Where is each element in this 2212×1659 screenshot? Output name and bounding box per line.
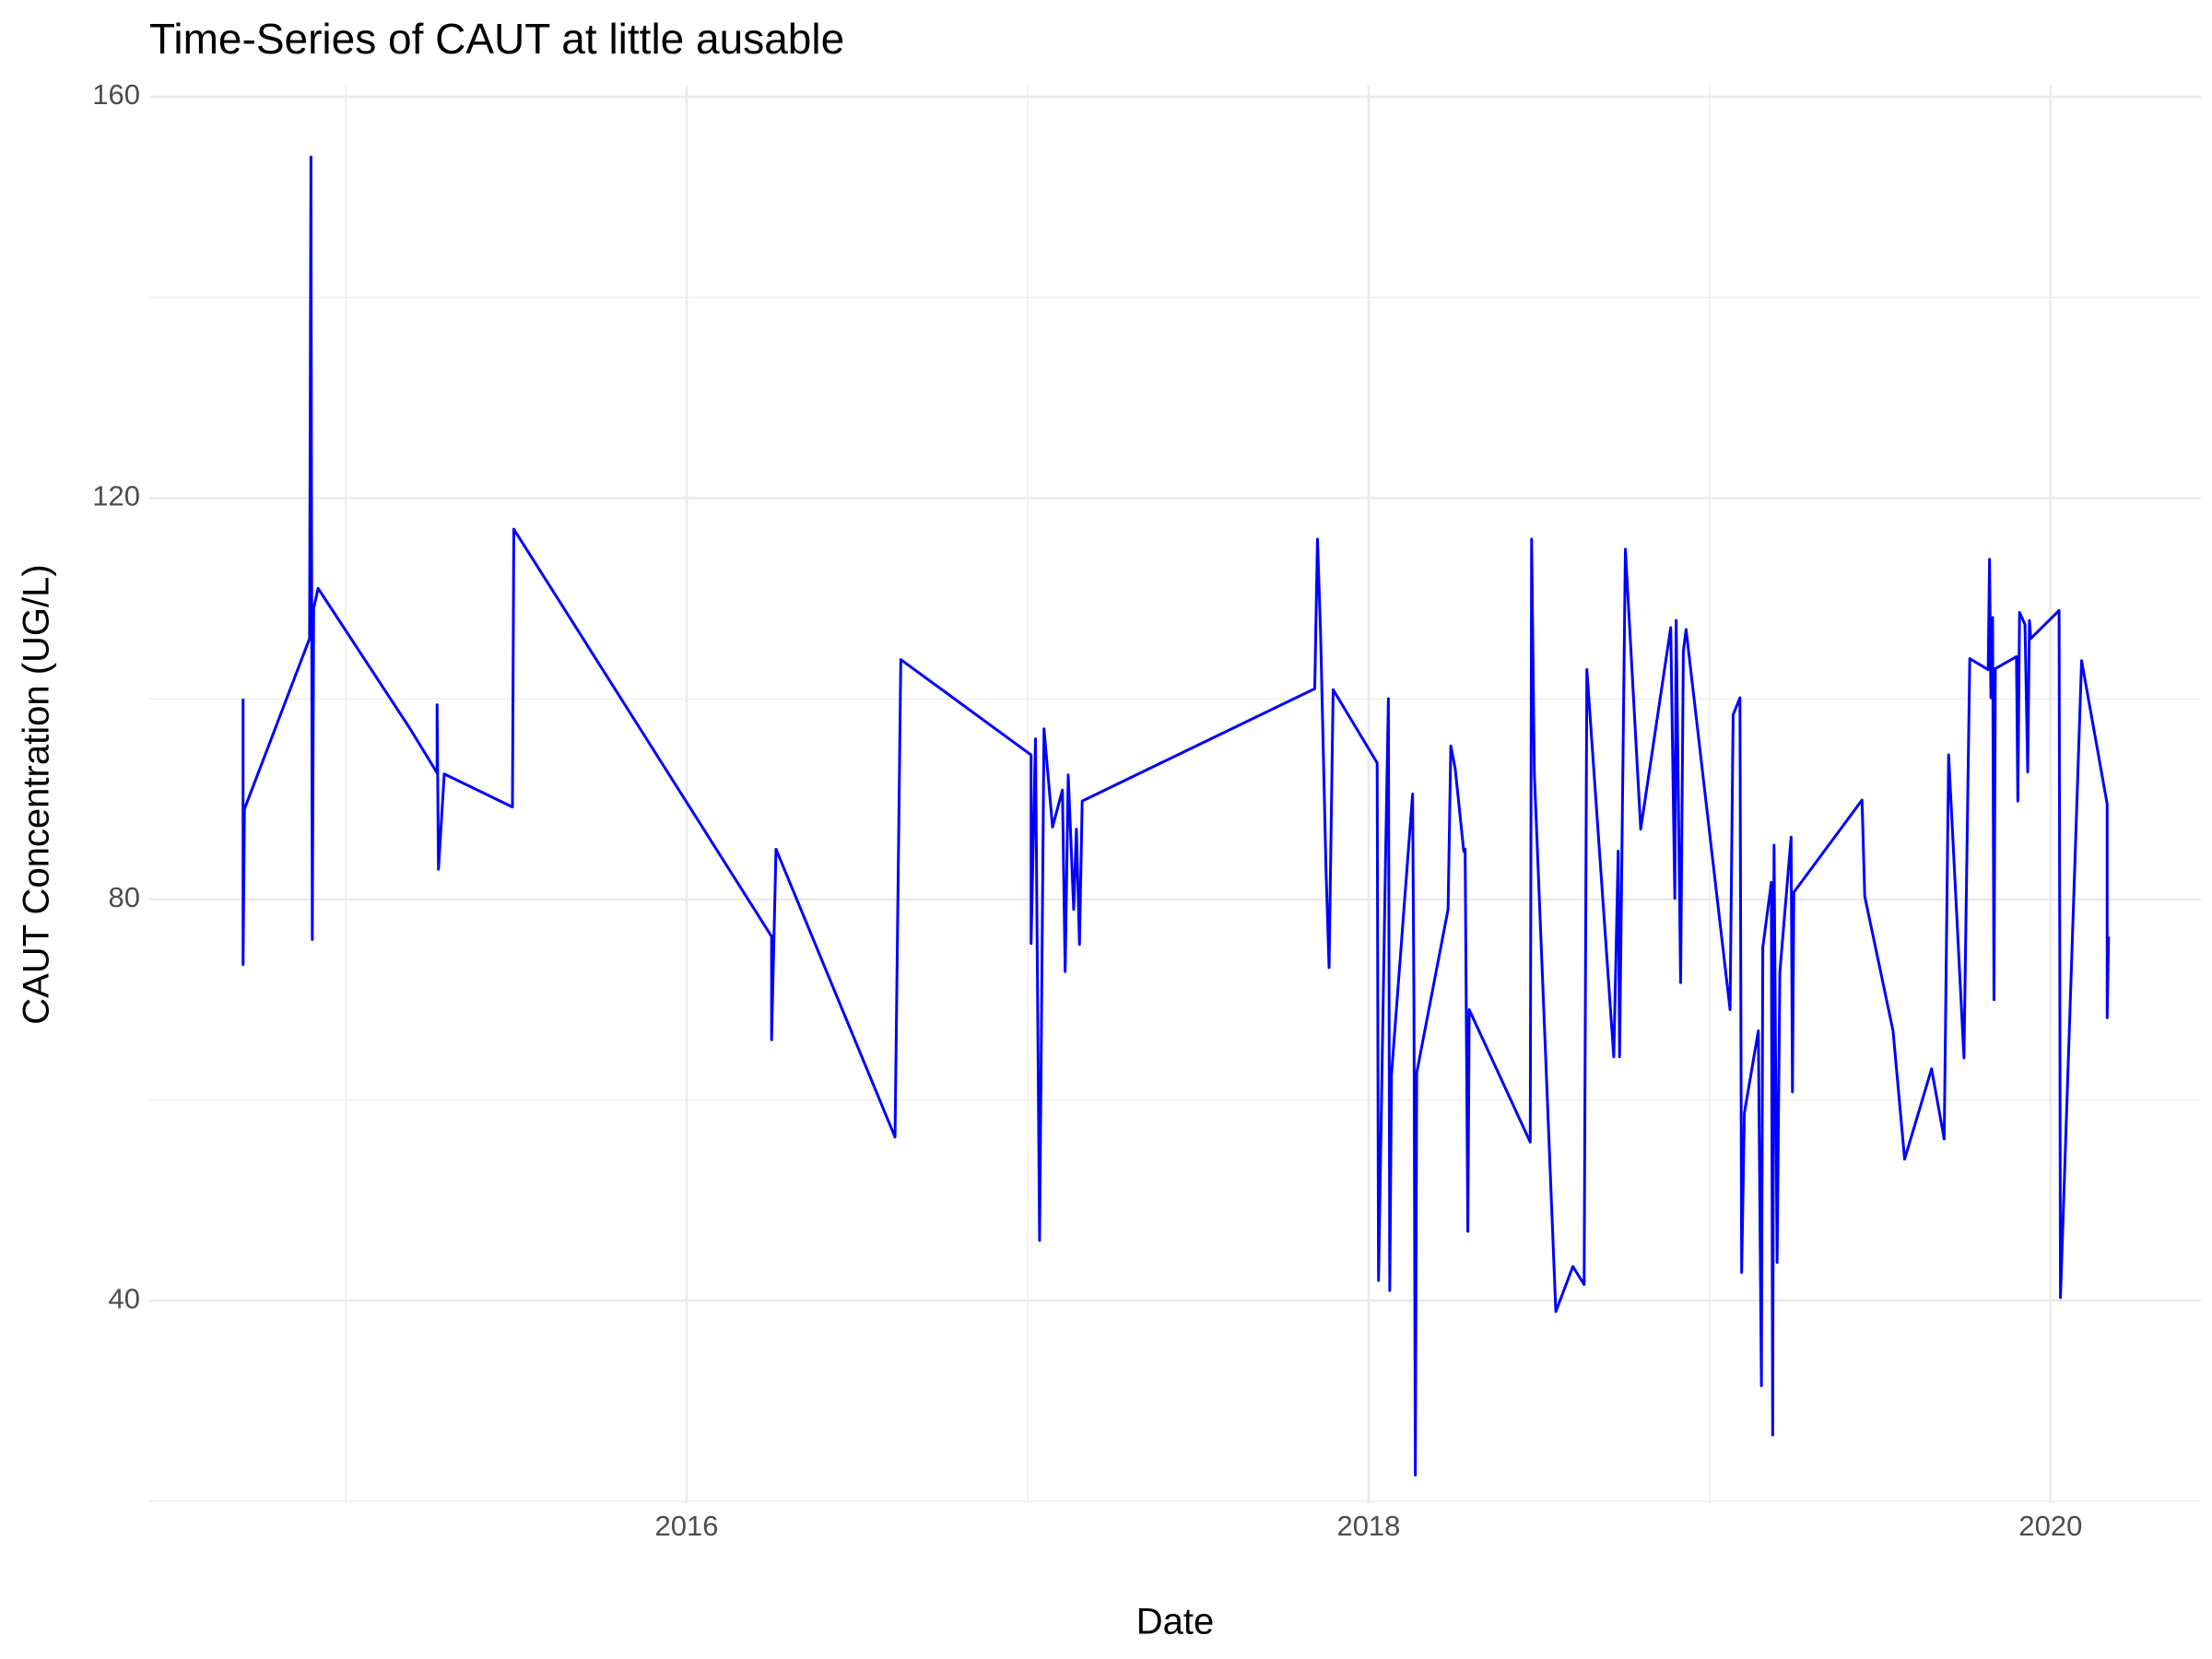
x-axis-title: Date xyxy=(1136,1602,1215,1642)
chart-title: Time-Series of CAUT at little ausable xyxy=(149,15,844,63)
y-tick-label: 120 xyxy=(92,480,140,512)
data-line xyxy=(241,155,2111,1477)
y-tick-label: 160 xyxy=(92,78,140,111)
x-tick-label: 2020 xyxy=(2018,1510,2082,1542)
y-axis-title: CAUT Concentration (UG/L) xyxy=(17,564,57,1024)
y-tick-label: 80 xyxy=(109,881,140,913)
x-tick-label: 2016 xyxy=(655,1510,719,1542)
x-tick-label: 2018 xyxy=(1336,1510,1400,1542)
y-tick-label: 40 xyxy=(109,1282,140,1314)
